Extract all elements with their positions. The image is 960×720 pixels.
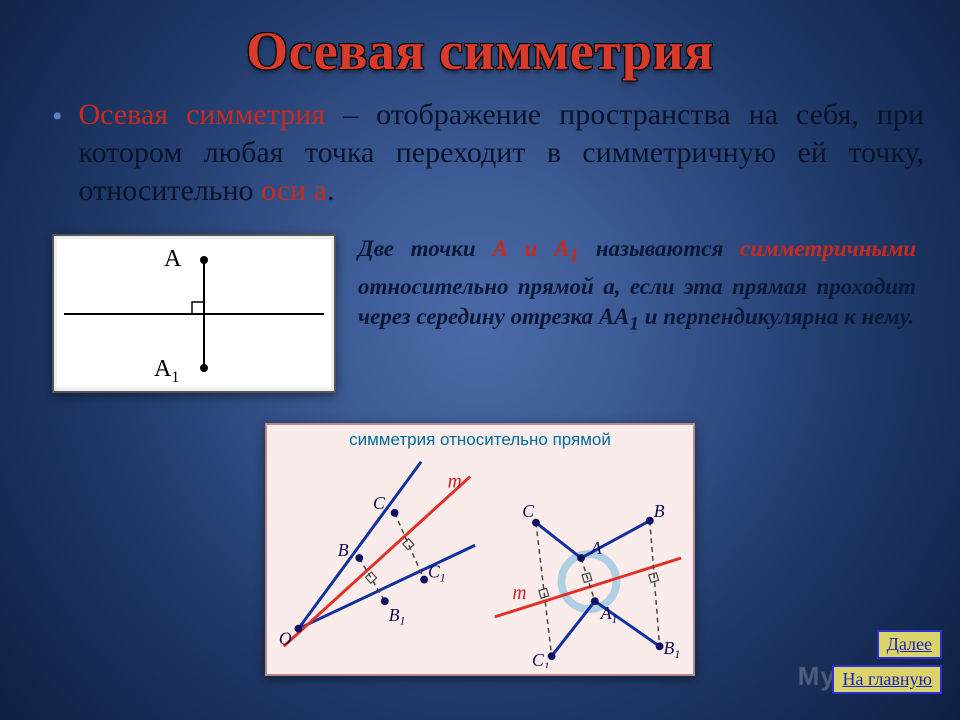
period: . [327, 174, 335, 207]
svg-text:B1: B1 [389, 605, 406, 628]
svg-text:C1: C1 [428, 562, 446, 585]
lbl-m-right: m [512, 583, 526, 604]
note-p4: и пер­пендикулярна к нему. [639, 304, 914, 329]
slide: Осевая симметрия • Осевая симметрия – от… [0, 0, 960, 720]
note-p1: Две точки [358, 236, 492, 261]
dash: – [325, 98, 376, 131]
note-seg: АА1 [599, 304, 639, 329]
svg-text:А1: А1 [154, 356, 179, 386]
body-text: • Осевая симметрия – отображение простра… [0, 82, 960, 210]
svg-text:C1: C1 [532, 650, 550, 668]
figure-2-svg: O B C B1 C1 m [269, 452, 691, 668]
fig1-label-A1-sub: 1 [171, 369, 179, 386]
term: Осевая симметрия [79, 98, 326, 131]
fig1-label-A1: А [154, 356, 172, 382]
svg-text:B1: B1 [664, 638, 681, 661]
axis-term: оси а [261, 174, 327, 207]
home-button[interactable]: На главную [832, 665, 942, 694]
note-p2: называются [579, 236, 740, 261]
lbl-m-left: m [448, 471, 462, 492]
svg-text:A1: A1 [600, 603, 618, 626]
row-fig1-note: А А1 Две точки А и А1 называются симметр… [0, 234, 960, 393]
bullet-icon: • [52, 98, 63, 136]
lbl-Cr: C [522, 501, 534, 521]
lbl-Ar: A [590, 538, 602, 558]
definition-text: Осевая симметрия – отображение пространс… [79, 96, 924, 210]
fig1-label-A: А [164, 246, 182, 272]
figure-1: А А1 [52, 234, 336, 393]
next-button[interactable]: Далее [877, 630, 942, 659]
nav-buttons: Далее На главную [832, 630, 942, 694]
lbl-Cl: C [373, 493, 385, 513]
note-text: Две точки А и А1 называются симметричны­… [358, 234, 924, 393]
note-hl2: симметричны­ми [740, 236, 916, 261]
figure-2-title: симметрия относительно прямой [269, 427, 691, 452]
figure-2: симметрия относительно прямой [265, 423, 695, 676]
lbl-Bl: B [338, 540, 349, 560]
lbl-O: O [279, 628, 292, 648]
page-title: Осевая симметрия [0, 0, 960, 82]
note-hl1: А и А1 [492, 236, 579, 261]
figure-2-wrap: симметрия относительно прямой [0, 423, 960, 676]
lbl-Br: B [654, 501, 665, 521]
